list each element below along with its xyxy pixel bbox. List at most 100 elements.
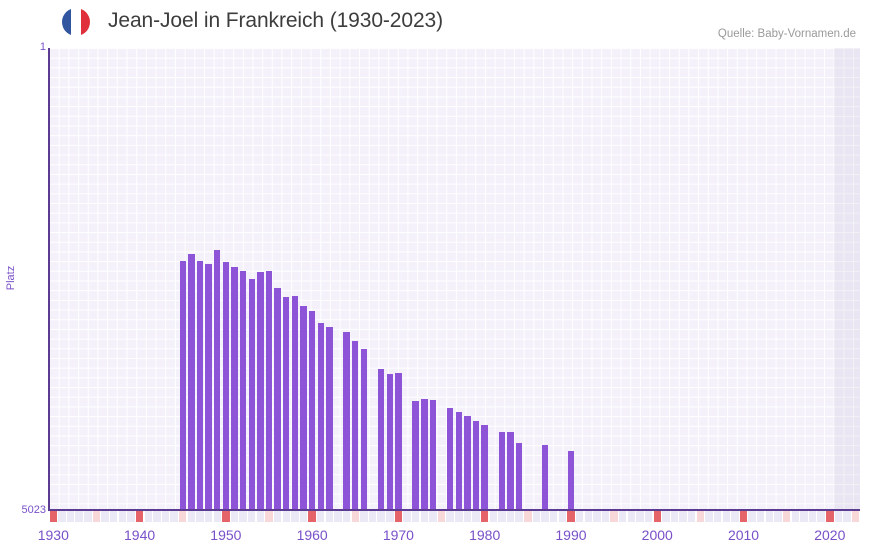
x-axis-tick-strip [49, 511, 860, 522]
x-axis-tick [118, 511, 127, 522]
x-axis-tick [256, 511, 265, 522]
x-axis-tick [782, 511, 791, 522]
bar[interactable] [567, 450, 575, 510]
x-axis-tick [368, 511, 377, 522]
x-axis-tick [731, 511, 739, 522]
bar[interactable] [231, 266, 238, 510]
bar[interactable] [515, 442, 523, 510]
bar[interactable] [188, 253, 195, 510]
x-axis-tick [230, 511, 239, 522]
chart-title: Jean-Joel in Frankreich (1930-2023) [108, 9, 444, 32]
x-axis-tick [265, 511, 273, 522]
x-axis-tick [558, 511, 567, 522]
bar[interactable] [498, 432, 506, 510]
x-axis-tick [161, 511, 170, 522]
bar[interactable] [308, 311, 316, 510]
bar[interactable] [248, 278, 255, 510]
x-axis-tick [92, 511, 101, 522]
x-axis-tick [308, 511, 316, 522]
bar[interactable] [446, 407, 454, 510]
bar[interactable] [386, 373, 393, 510]
x-axis-tick [765, 511, 774, 522]
x-axis-tick [351, 511, 359, 522]
x-axis-tick [791, 511, 799, 522]
x-axis-tick [109, 511, 118, 522]
x-axis-tick [437, 511, 446, 522]
x-axis-tick [248, 511, 256, 522]
x-axis-tick [722, 511, 730, 522]
x-axis-tick-label: 2010 [727, 527, 760, 543]
x-axis-tick [179, 511, 187, 522]
x-axis-tick [325, 511, 334, 522]
bar[interactable] [352, 341, 359, 510]
y-axis-line [48, 48, 50, 510]
x-axis-tick [696, 511, 705, 522]
x-axis-tick [713, 511, 722, 522]
bar[interactable] [343, 332, 350, 510]
x-axis-tick [334, 511, 342, 522]
bar[interactable] [360, 348, 368, 510]
x-axis-tick [817, 511, 825, 522]
bar[interactable] [377, 368, 385, 510]
x-axis-tick-label: 2020 [814, 527, 846, 543]
bar[interactable] [222, 262, 230, 510]
x-axis-tick [688, 511, 696, 522]
x-axis-tick [291, 511, 299, 522]
x-axis-tick [532, 511, 541, 522]
x-axis-tick [644, 511, 653, 522]
x-axis-tick [748, 511, 756, 522]
bar[interactable] [317, 322, 324, 510]
x-axis-tick [213, 511, 221, 522]
bar[interactable] [421, 399, 428, 510]
bar[interactable] [326, 326, 333, 510]
bar[interactable] [283, 297, 290, 510]
x-axis-tick [144, 511, 152, 522]
x-axis-tick [75, 511, 83, 522]
x-axis-tick [463, 511, 472, 522]
bar[interactable] [205, 264, 212, 510]
bar[interactable] [196, 261, 204, 510]
x-axis-tick [774, 511, 782, 522]
x-axis-tick [222, 511, 230, 522]
future-shaded-region [834, 48, 860, 510]
bar[interactable] [257, 272, 264, 510]
x-axis-tick [196, 511, 204, 522]
source-attribution: Quelle: Baby-Vornamen.de [717, 28, 856, 40]
bar[interactable] [265, 271, 273, 510]
x-axis-tick [472, 511, 480, 522]
x-axis-tick [584, 511, 592, 522]
bar[interactable] [214, 250, 221, 510]
x-axis-tick [489, 511, 498, 522]
x-axis-tick [800, 511, 808, 522]
bar[interactable] [455, 412, 463, 510]
x-axis-tick [636, 511, 644, 522]
bar[interactable] [541, 445, 549, 510]
bar[interactable] [472, 420, 480, 510]
bar[interactable] [395, 372, 402, 510]
x-axis-tick [601, 511, 610, 522]
x-axis-tick [135, 511, 144, 522]
bar[interactable] [464, 415, 471, 510]
x-axis-tick [317, 511, 325, 522]
x-axis-tick [567, 511, 575, 522]
x-axis-tick [420, 511, 428, 522]
bar[interactable] [179, 261, 186, 510]
bar[interactable] [274, 288, 281, 510]
chart-header: Jean-Joel in Frankreich (1930-2023) Quel… [0, 0, 873, 48]
bar[interactable] [291, 296, 299, 510]
x-axis-tick-label: 1960 [296, 527, 328, 543]
x-axis-tick [541, 511, 549, 522]
bar[interactable] [429, 400, 437, 510]
x-axis-tick [273, 511, 282, 522]
x-axis-tick [524, 511, 532, 522]
bar[interactable] [412, 401, 419, 510]
bar[interactable] [300, 306, 307, 510]
bar[interactable] [481, 425, 488, 510]
bar[interactable] [507, 432, 514, 510]
x-axis-tick [360, 511, 368, 522]
x-axis-tick [498, 511, 506, 522]
bar[interactable] [239, 270, 247, 510]
x-axis-tick [239, 511, 247, 522]
x-axis-tick [429, 511, 437, 522]
